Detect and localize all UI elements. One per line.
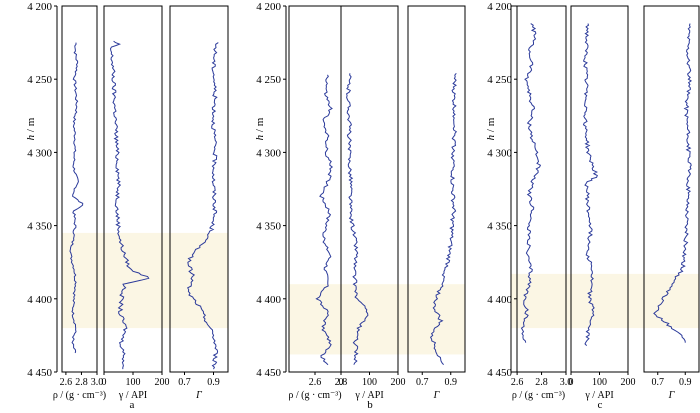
x-axis-label: ρ / (g · cm⁻³)	[288, 390, 341, 401]
track-frame	[407, 5, 466, 373]
x-tick-label: 0	[339, 377, 344, 388]
log-curve	[346, 73, 369, 365]
depth-tick-label: 4 450	[256, 367, 281, 379]
panel-label: b	[367, 399, 373, 411]
track-frame	[61, 5, 98, 373]
depth-tick-label: 4 250	[256, 74, 281, 86]
x-axis-label: γ / API	[118, 390, 147, 401]
depth-axis-var: h	[485, 134, 497, 140]
log-curve	[653, 23, 693, 343]
x-axis-label: Γ	[668, 390, 675, 401]
x-tick-label: 200	[391, 377, 406, 388]
log-curve	[187, 42, 219, 370]
x-tick-label: 200	[621, 377, 636, 388]
x-tick-label: 0.7	[416, 377, 429, 388]
depth-axis-var: h	[254, 134, 266, 140]
x-axis-label: γ / API	[354, 390, 383, 401]
depth-tick-label: 4 400	[487, 294, 512, 306]
depth-tick-label: 4 400	[27, 294, 52, 306]
track-frame	[510, 5, 567, 373]
x-tick-label: 2.6	[60, 377, 73, 388]
x-tick-label: 0	[102, 377, 107, 388]
depth-tick-label: 4 250	[27, 74, 52, 86]
x-tick-label: 0.9	[445, 377, 458, 388]
x-tick-label: 0.7	[652, 377, 665, 388]
depth-tick-label: 4 300	[27, 147, 52, 159]
x-axis-label: γ / API	[584, 390, 613, 401]
x-tick-label: 0.7	[178, 377, 191, 388]
highlight-band	[62, 232, 228, 329]
panel-a: 4 200 4 250 4 300 4 350 4 400 4 450 h / m 2.6 2.…	[25, 1, 229, 411]
depth-tick-label: 4 350	[27, 221, 52, 233]
depth-axis-label: h / m	[485, 117, 497, 140]
log-curve	[582, 23, 598, 346]
depth-tick-label: 4 300	[487, 147, 512, 159]
log-curve	[315, 74, 334, 366]
x-tick-label: 3.0	[91, 377, 104, 388]
depth-axis-unit: / m	[254, 117, 266, 135]
x-axis-label: Γ	[433, 390, 440, 401]
log-curve	[429, 72, 458, 366]
log-curve	[69, 42, 84, 354]
x-tick-label: 3.0	[560, 377, 573, 388]
x-axis-label: Γ	[195, 390, 202, 401]
depth-axis-var: h	[25, 134, 37, 140]
x-axis-label: ρ / (g · cm⁻³)	[53, 390, 106, 401]
log-curve	[109, 40, 150, 370]
x-tick-label: 2.6	[511, 377, 524, 388]
panel-label: a	[130, 399, 135, 411]
x-tick-label: 0.9	[207, 377, 220, 388]
depth-axis-unit: / m	[485, 117, 497, 135]
depth-tick-label: 4 200	[256, 1, 281, 13]
depth-tick-label: 4 200	[487, 1, 512, 13]
x-tick-label: 100	[362, 377, 377, 388]
x-tick-label: 0	[569, 377, 574, 388]
highlight-band	[511, 273, 699, 329]
depth-axis-label: h / m	[254, 117, 266, 140]
depth-axis-label: h / m	[25, 117, 37, 140]
panel-b: 4 200 4 250 4 300 4 350 4 400 4 450 h / m 2.6 2.…	[254, 1, 466, 411]
depth-tick-label: 4 350	[256, 221, 281, 233]
log-curve	[520, 23, 542, 343]
depth-tick-label: 4 450	[27, 367, 52, 379]
x-tick-label: 2.8	[335, 377, 348, 388]
depth-tick-label: 4 350	[487, 221, 512, 233]
x-tick-label: 2.6	[309, 377, 322, 388]
x-tick-label: 2.8	[535, 377, 548, 388]
x-axis-label: ρ / (g · cm⁻³)	[512, 390, 565, 401]
x-tick-label: 2.8	[75, 377, 88, 388]
track-frame	[643, 5, 700, 373]
x-tick-label: 200	[155, 377, 170, 388]
depth-tick-label: 4 250	[487, 74, 512, 86]
depth-tick-label: 4 400	[256, 294, 281, 306]
panel-label: c	[598, 399, 603, 411]
panel-c: 4 200 4 250 4 300 4 350 4 400 4 450 h / m 2.6 2.…	[485, 1, 700, 411]
x-tick-label: 0.9	[679, 377, 692, 388]
track-frame	[169, 5, 229, 373]
x-tick-label: 100	[126, 377, 141, 388]
depth-tick-label: 4 200	[27, 1, 52, 13]
depth-axis-unit: / m	[25, 117, 37, 135]
depth-tick-label: 4 450	[487, 367, 512, 379]
depth-tick-label: 4 300	[256, 147, 281, 159]
x-tick-label: 100	[592, 377, 607, 388]
